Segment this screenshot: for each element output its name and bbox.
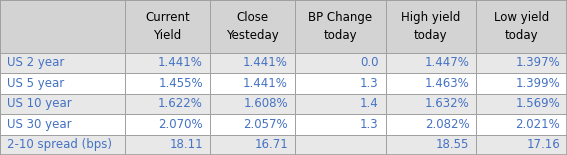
Text: 2.057%: 2.057% bbox=[243, 118, 288, 131]
Text: 18.11: 18.11 bbox=[170, 138, 203, 151]
Bar bbox=[476, 53, 567, 73]
Bar bbox=[386, 94, 476, 114]
Bar bbox=[125, 0, 210, 53]
Text: 0.0: 0.0 bbox=[360, 56, 379, 69]
Bar bbox=[125, 53, 210, 73]
Bar bbox=[386, 73, 476, 94]
Bar bbox=[210, 0, 295, 53]
Bar bbox=[210, 135, 295, 155]
Bar bbox=[386, 114, 476, 135]
Text: 1.463%: 1.463% bbox=[425, 77, 469, 90]
Text: 1.632%: 1.632% bbox=[425, 97, 469, 110]
Text: 1.441%: 1.441% bbox=[243, 56, 288, 69]
Text: 17.16: 17.16 bbox=[526, 138, 560, 151]
Bar bbox=[476, 73, 567, 94]
Bar bbox=[125, 114, 210, 135]
Bar bbox=[386, 0, 476, 53]
Text: BP Change
today: BP Change today bbox=[308, 11, 373, 42]
Bar bbox=[386, 53, 476, 73]
Text: High yield
today: High yield today bbox=[401, 11, 460, 42]
Text: 1.3: 1.3 bbox=[360, 77, 379, 90]
Bar bbox=[210, 94, 295, 114]
Text: 1.455%: 1.455% bbox=[158, 77, 203, 90]
Bar bbox=[210, 73, 295, 94]
Text: Current
Yield: Current Yield bbox=[145, 11, 189, 42]
Bar bbox=[125, 73, 210, 94]
Text: 1.447%: 1.447% bbox=[425, 56, 469, 69]
Text: 2-10 spread (bps): 2-10 spread (bps) bbox=[7, 138, 112, 151]
Text: 1.397%: 1.397% bbox=[515, 56, 560, 69]
Bar bbox=[476, 0, 567, 53]
Text: 2.082%: 2.082% bbox=[425, 118, 469, 131]
Bar bbox=[295, 94, 386, 114]
Bar bbox=[125, 94, 210, 114]
Text: 1.3: 1.3 bbox=[360, 118, 379, 131]
Bar bbox=[0, 53, 125, 73]
Bar bbox=[0, 94, 125, 114]
Bar bbox=[295, 0, 386, 53]
Text: US 30 year: US 30 year bbox=[7, 118, 71, 131]
Bar bbox=[476, 135, 567, 155]
Bar bbox=[295, 73, 386, 94]
Bar bbox=[295, 135, 386, 155]
Bar bbox=[476, 114, 567, 135]
Text: 1.399%: 1.399% bbox=[515, 77, 560, 90]
Text: 1.441%: 1.441% bbox=[158, 56, 203, 69]
Bar bbox=[295, 53, 386, 73]
Bar bbox=[0, 135, 125, 155]
Text: US 10 year: US 10 year bbox=[7, 97, 71, 110]
Text: 18.55: 18.55 bbox=[436, 138, 469, 151]
Text: US 2 year: US 2 year bbox=[7, 56, 64, 69]
Text: 1.608%: 1.608% bbox=[243, 97, 288, 110]
Text: 1.569%: 1.569% bbox=[515, 97, 560, 110]
Text: 2.070%: 2.070% bbox=[158, 118, 203, 131]
Bar bbox=[210, 114, 295, 135]
Text: 16.71: 16.71 bbox=[254, 138, 288, 151]
Bar bbox=[125, 135, 210, 155]
Text: 1.441%: 1.441% bbox=[243, 77, 288, 90]
Bar bbox=[0, 73, 125, 94]
Bar bbox=[210, 53, 295, 73]
Bar bbox=[0, 114, 125, 135]
Text: 1.622%: 1.622% bbox=[158, 97, 203, 110]
Text: 2.021%: 2.021% bbox=[515, 118, 560, 131]
Bar bbox=[476, 94, 567, 114]
Bar bbox=[386, 135, 476, 155]
Bar bbox=[295, 114, 386, 135]
Text: US 5 year: US 5 year bbox=[7, 77, 64, 90]
Bar bbox=[0, 0, 125, 53]
Text: 1.4: 1.4 bbox=[360, 97, 379, 110]
Text: Low yield
today: Low yield today bbox=[494, 11, 549, 42]
Text: Close
Yesteday: Close Yesteday bbox=[226, 11, 279, 42]
